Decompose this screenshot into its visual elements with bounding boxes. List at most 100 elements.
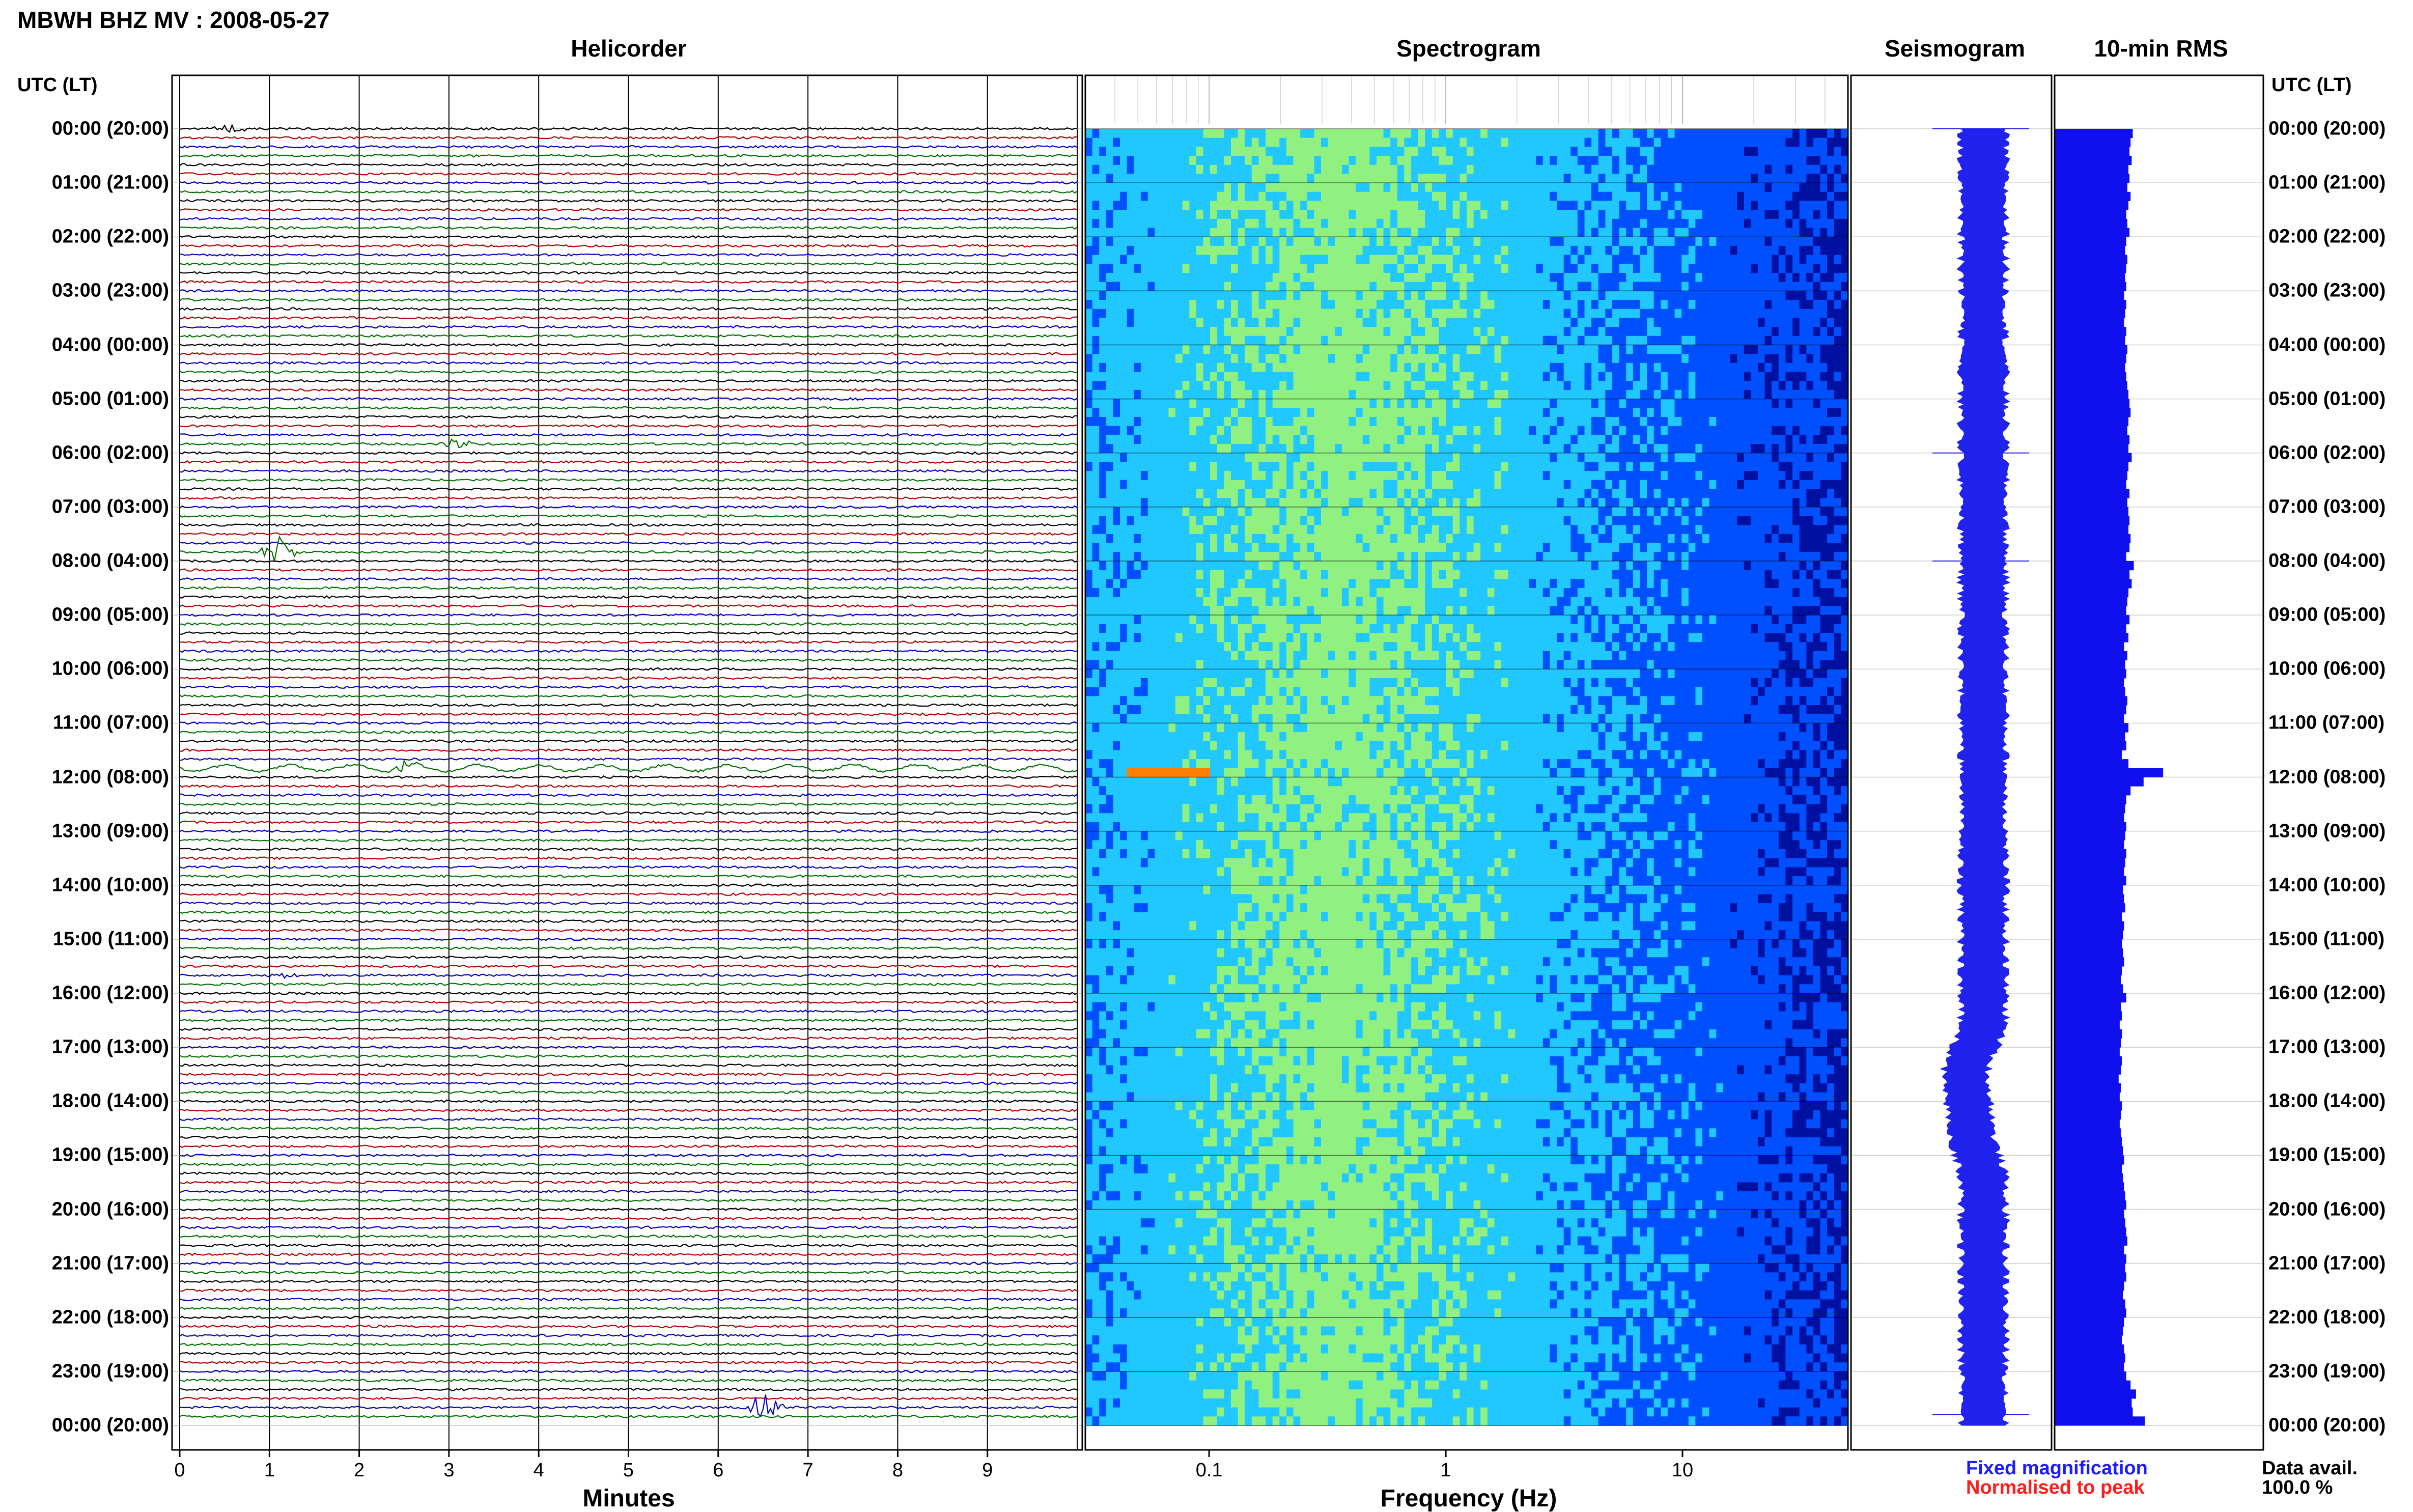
spectrogram-cell — [1446, 309, 1453, 319]
spectrogram-cell — [1542, 129, 1550, 138]
spectrogram-cell — [1161, 408, 1169, 417]
spectrogram-cell — [1612, 174, 1620, 183]
spectrogram-cell — [1515, 498, 1523, 508]
spectrogram-cell — [1653, 318, 1661, 327]
spectrogram-cell — [1841, 273, 1848, 283]
spectrogram-cell — [1377, 210, 1384, 219]
time-label: 04:00 (00:00) — [51, 334, 169, 355]
spectrogram-cell — [1647, 498, 1654, 508]
spectrogram-cell — [1377, 381, 1384, 390]
spectrogram-cell — [1467, 498, 1474, 508]
spectrogram-cell — [1314, 309, 1322, 319]
spectrogram-cell — [1772, 489, 1779, 498]
spectrogram-cell — [1335, 471, 1342, 481]
spectrogram-cell — [1501, 237, 1509, 246]
spectrogram-cell — [1189, 309, 1197, 319]
spectrogram-cell — [1383, 525, 1391, 535]
spectrogram-cell — [1175, 245, 1183, 256]
spectrogram-cell — [1335, 183, 1342, 192]
spectrogram-cell — [1217, 516, 1224, 525]
spectrogram-cell — [1460, 444, 1467, 454]
spectrogram-cell — [1362, 164, 1370, 175]
spectrogram-cell — [1778, 164, 1786, 175]
spectrogram-cell — [1224, 147, 1231, 156]
time-label: 09:00 (05:00) — [51, 604, 169, 626]
spectrogram-cell — [1383, 309, 1391, 319]
spectrogram-cell — [1653, 426, 1661, 435]
spectrogram-cell — [1300, 291, 1308, 300]
spectrogram-cell — [1536, 327, 1544, 337]
spectrogram-cell — [1778, 191, 1786, 202]
spectrogram-cell — [1626, 345, 1634, 354]
spectrogram-cell — [1591, 462, 1599, 471]
spectrogram-cell — [1772, 255, 1779, 264]
spectrogram-cell — [1612, 498, 1620, 508]
spectrogram-cell — [1418, 471, 1425, 481]
spectrogram-cell — [1168, 156, 1176, 165]
spectrogram-cell — [1224, 354, 1231, 363]
spectrogram-cell — [1147, 399, 1155, 408]
spectrogram-cell — [1203, 264, 1211, 273]
spectrogram-cell — [1425, 255, 1433, 264]
spectrogram-cell — [1425, 129, 1433, 138]
spectrogram-cell — [1577, 381, 1585, 390]
spectrogram-cell — [1653, 354, 1661, 363]
spectrogram-cell — [1792, 309, 1800, 319]
spectrogram-cell — [1619, 362, 1626, 373]
spectrogram-cell — [1106, 498, 1114, 508]
spectrogram-cell — [1335, 389, 1342, 400]
spectrogram-cell — [1522, 156, 1530, 165]
spectrogram-cell — [1813, 389, 1821, 400]
spectrogram-cell — [1147, 156, 1155, 165]
spectrogram-cell — [1640, 498, 1647, 508]
spectrogram-cell — [1217, 435, 1224, 444]
spectrogram-cell — [1217, 129, 1224, 138]
spectrogram-cell — [1709, 354, 1717, 363]
spectrogram-cell — [1529, 137, 1536, 147]
spectrogram-cell — [1716, 372, 1724, 381]
spectrogram-cell — [1321, 164, 1329, 175]
spectrogram-cell — [1432, 255, 1440, 264]
spectrogram-cell — [1515, 291, 1523, 300]
spectrogram-cell — [1550, 435, 1557, 444]
spectrogram-cell — [1362, 156, 1370, 165]
spectrogram-cell — [1626, 417, 1634, 427]
spectrogram-cell — [1279, 354, 1287, 363]
spectrogram-cell — [1314, 444, 1322, 454]
spectrogram-cell — [1550, 507, 1557, 517]
spectrogram-cell — [1099, 273, 1107, 283]
spectrogram-cell — [1127, 426, 1134, 435]
spectrogram-cell — [1730, 435, 1737, 444]
spectrogram-cell — [1806, 372, 1814, 381]
spectrogram-cell — [1647, 218, 1654, 229]
spectrogram-cell — [1653, 210, 1661, 219]
spectrogram-cell — [1591, 489, 1599, 498]
spectrogram-cell — [1494, 389, 1502, 400]
spectrogram-cell — [1307, 381, 1314, 390]
spectrogram-cell — [1834, 426, 1841, 435]
spectrogram-cell — [1550, 137, 1557, 147]
spectrogram-cell — [1231, 291, 1239, 300]
spectrogram-cell — [1640, 489, 1647, 498]
spectrogram-cell — [1619, 309, 1626, 319]
spectrogram-cell — [1813, 264, 1821, 273]
spectrogram-cell — [1702, 300, 1710, 310]
spectrogram-cell — [1785, 191, 1793, 202]
spectrogram-cell — [1127, 210, 1134, 219]
spectrogram-cell — [1674, 291, 1682, 300]
spectrogram-cell — [1674, 147, 1682, 156]
spectrogram-cell — [1369, 399, 1377, 408]
spectrogram-cell — [1432, 147, 1440, 156]
spectrogram-cell — [1147, 525, 1155, 535]
spectrogram-cell — [1529, 218, 1536, 229]
spectrogram-cell — [1799, 210, 1807, 219]
utc-header-left: UTC (LT) — [17, 74, 98, 96]
spectrogram-cell — [1210, 218, 1218, 229]
spectrogram-cell — [1452, 462, 1460, 471]
spectrogram-cell — [1661, 372, 1668, 381]
spectrogram-cell — [1356, 426, 1363, 435]
spectrogram-cell — [1397, 327, 1405, 337]
spectrogram-cell — [1751, 245, 1758, 256]
spectrogram-cell — [1744, 453, 1751, 463]
spectrogram-cell — [1293, 327, 1301, 337]
